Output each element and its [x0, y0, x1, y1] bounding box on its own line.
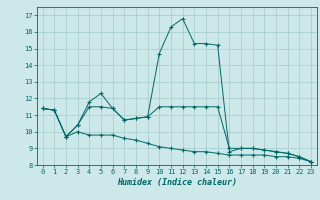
X-axis label: Humidex (Indice chaleur): Humidex (Indice chaleur): [117, 178, 237, 187]
